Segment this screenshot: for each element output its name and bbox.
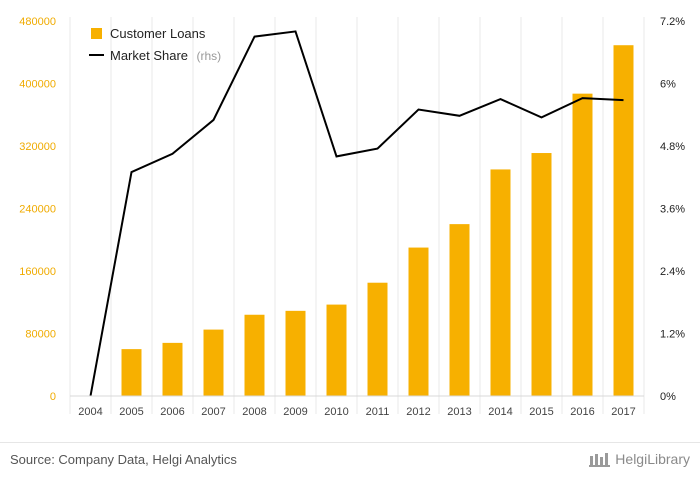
x-tick-label: 2010 (324, 406, 348, 418)
bar-customer-loans-2017 (613, 45, 634, 396)
legend-label-rhs: (rhs) (197, 49, 222, 63)
legend-label-market-share: Market Share (110, 48, 188, 63)
x-tick-label: 2007 (201, 406, 225, 418)
line-series (89, 30, 624, 397)
y-right-tick-label: 1.2% (660, 329, 685, 341)
y-left-tick-label: 320000 (19, 141, 56, 153)
y-right-tick-label: 2.4% (660, 266, 685, 278)
chart-grid (69, 17, 645, 414)
x-tick-label: 2015 (529, 406, 553, 418)
bar-customer-loans-2005 (121, 349, 142, 396)
y-left-tick-label: 160000 (19, 266, 56, 278)
x-tick-label: 2011 (366, 406, 390, 418)
chart-footer: Source: Company Data, Helgi Analytics He… (0, 442, 700, 484)
legend-label-customer-loans: Customer Loans (110, 26, 206, 41)
y-right-tick-label: 3.6% (660, 204, 685, 216)
x-tick-label: 2005 (119, 406, 143, 418)
x-tick-label: 2014 (488, 406, 512, 418)
bar-customer-loans-2012 (408, 247, 429, 396)
legend-swatch-customer-loans (91, 28, 102, 39)
source-note: Source: Company Data, Helgi Analytics (10, 452, 237, 467)
y-right-tick-label: 4.8% (660, 141, 685, 153)
y-right-tick-label: 7.2% (660, 16, 685, 28)
bar-customer-loans-2015 (531, 153, 552, 396)
bar-customer-loans-2008 (244, 314, 265, 396)
line-market-share (89, 30, 624, 397)
brand-name: HelgiLibrary (615, 451, 690, 467)
y-left-tick-label: 80000 (25, 329, 56, 341)
bar-customer-loans-2010 (326, 304, 347, 396)
x-tick-label: 2009 (283, 406, 307, 418)
bar-customer-loans-2006 (162, 342, 183, 396)
chart-svg: 0 80000 160000 240000 320000 400000 480000 0% 1.… (19, 16, 685, 418)
y-left-tick-label: 0 (50, 391, 56, 403)
bar-customer-loans-2007 (203, 329, 224, 396)
x-tick-label: 2012 (406, 406, 430, 418)
x-tick-label: 2006 (160, 406, 184, 418)
chart-axes: 0 80000 160000 240000 320000 400000 480000 0% 1.… (19, 16, 685, 418)
chart-legend: Customer Loans Market Share (rhs) (89, 26, 221, 64)
brand-logo: HelgiLibrary (589, 451, 690, 467)
y-left-tick-label: 240000 (19, 204, 56, 216)
y-right-tick-label: 0% (660, 391, 676, 403)
x-tick-label: 2016 (570, 406, 594, 418)
x-tick-label: 2017 (611, 406, 635, 418)
y-left-tick-label: 480000 (19, 16, 56, 28)
bar-customer-loans-2016 (572, 93, 593, 396)
x-tick-label: 2013 (447, 406, 471, 418)
x-tick-label: 2008 (242, 406, 266, 418)
y-left-tick-label: 400000 (19, 79, 56, 91)
bar-customer-loans-2009 (285, 310, 306, 396)
bar-customer-loans-2014 (490, 169, 511, 396)
x-tick-label: 2004 (78, 406, 102, 418)
bar-customer-loans-2013 (449, 224, 470, 396)
y-right-tick-label: 6% (660, 79, 676, 91)
bar-series (121, 45, 634, 396)
bar-customer-loans-2011 (367, 282, 388, 396)
svg-text:Market Share (rhs): Market Share (rhs) (110, 47, 221, 64)
library-icon (589, 453, 611, 467)
